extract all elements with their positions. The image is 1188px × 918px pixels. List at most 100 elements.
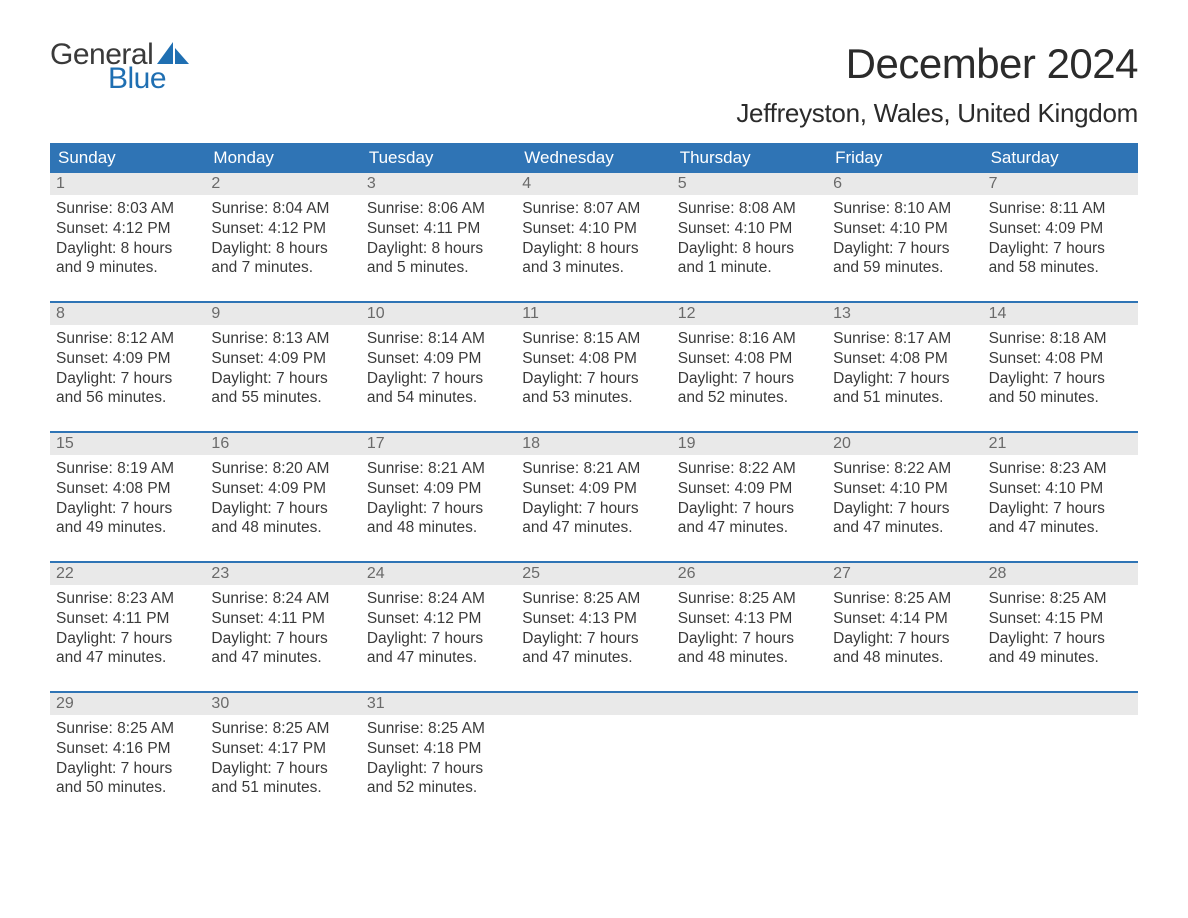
calendar-cell: 31Sunrise: 8:25 AMSunset: 4:18 PMDayligh… bbox=[361, 693, 516, 821]
cell-line-d2: and 48 minutes. bbox=[678, 648, 821, 668]
cell-line-sunset: Sunset: 4:10 PM bbox=[833, 479, 976, 499]
cell-line-d1: Daylight: 7 hours bbox=[989, 369, 1132, 389]
day-number: 18 bbox=[516, 433, 671, 455]
cell-line-d2: and 5 minutes. bbox=[367, 258, 510, 278]
cell-body bbox=[672, 715, 827, 815]
cell-body: Sunrise: 8:21 AMSunset: 4:09 PMDaylight:… bbox=[361, 455, 516, 548]
cell-body: Sunrise: 8:24 AMSunset: 4:11 PMDaylight:… bbox=[205, 585, 360, 678]
calendar-cell: 3Sunrise: 8:06 AMSunset: 4:11 PMDaylight… bbox=[361, 173, 516, 301]
cell-line-d2: and 47 minutes. bbox=[522, 648, 665, 668]
day-number: 31 bbox=[361, 693, 516, 715]
day-number: 7 bbox=[983, 173, 1138, 195]
cell-line-sunset: Sunset: 4:10 PM bbox=[522, 219, 665, 239]
cell-line-sunrise: Sunrise: 8:21 AM bbox=[367, 459, 510, 479]
cell-line-sunrise: Sunrise: 8:21 AM bbox=[522, 459, 665, 479]
cell-line-sunset: Sunset: 4:11 PM bbox=[211, 609, 354, 629]
calendar-week: 8Sunrise: 8:12 AMSunset: 4:09 PMDaylight… bbox=[50, 301, 1138, 431]
cell-body: Sunrise: 8:17 AMSunset: 4:08 PMDaylight:… bbox=[827, 325, 982, 418]
cell-line-sunrise: Sunrise: 8:22 AM bbox=[678, 459, 821, 479]
cell-body: Sunrise: 8:08 AMSunset: 4:10 PMDaylight:… bbox=[672, 195, 827, 288]
calendar-cell: 6Sunrise: 8:10 AMSunset: 4:10 PMDaylight… bbox=[827, 173, 982, 301]
cell-line-d2: and 54 minutes. bbox=[367, 388, 510, 408]
calendar-cell: 29Sunrise: 8:25 AMSunset: 4:16 PMDayligh… bbox=[50, 693, 205, 821]
cell-body: Sunrise: 8:04 AMSunset: 4:12 PMDaylight:… bbox=[205, 195, 360, 288]
calendar-cell: 27Sunrise: 8:25 AMSunset: 4:14 PMDayligh… bbox=[827, 563, 982, 691]
calendar-cell: 9Sunrise: 8:13 AMSunset: 4:09 PMDaylight… bbox=[205, 303, 360, 431]
day-header-cell: Saturday bbox=[983, 143, 1138, 173]
cell-line-sunset: Sunset: 4:09 PM bbox=[211, 479, 354, 499]
cell-body: Sunrise: 8:22 AMSunset: 4:09 PMDaylight:… bbox=[672, 455, 827, 548]
cell-line-d2: and 56 minutes. bbox=[56, 388, 199, 408]
cell-line-sunrise: Sunrise: 8:19 AM bbox=[56, 459, 199, 479]
calendar: Sunday Monday Tuesday Wednesday Thursday… bbox=[50, 143, 1138, 821]
day-number: 26 bbox=[672, 563, 827, 585]
cell-line-sunset: Sunset: 4:14 PM bbox=[833, 609, 976, 629]
day-number: 16 bbox=[205, 433, 360, 455]
cell-line-sunset: Sunset: 4:11 PM bbox=[367, 219, 510, 239]
day-header-cell: Thursday bbox=[672, 143, 827, 173]
cell-body: Sunrise: 8:23 AMSunset: 4:10 PMDaylight:… bbox=[983, 455, 1138, 548]
cell-line-sunrise: Sunrise: 8:12 AM bbox=[56, 329, 199, 349]
calendar-cell: 28Sunrise: 8:25 AMSunset: 4:15 PMDayligh… bbox=[983, 563, 1138, 691]
cell-line-d1: Daylight: 7 hours bbox=[989, 239, 1132, 259]
cell-line-d2: and 47 minutes. bbox=[522, 518, 665, 538]
cell-line-d1: Daylight: 7 hours bbox=[211, 629, 354, 649]
cell-line-d1: Daylight: 7 hours bbox=[522, 629, 665, 649]
location-subtitle: Jeffreyston, Wales, United Kingdom bbox=[736, 98, 1138, 129]
cell-line-d2: and 50 minutes. bbox=[989, 388, 1132, 408]
logo: General Blue bbox=[50, 40, 191, 94]
day-number: 27 bbox=[827, 563, 982, 585]
cell-line-sunset: Sunset: 4:17 PM bbox=[211, 739, 354, 759]
day-number: 30 bbox=[205, 693, 360, 715]
calendar-week: 15Sunrise: 8:19 AMSunset: 4:08 PMDayligh… bbox=[50, 431, 1138, 561]
cell-line-d1: Daylight: 7 hours bbox=[678, 629, 821, 649]
cell-line-sunrise: Sunrise: 8:25 AM bbox=[678, 589, 821, 609]
cell-line-d1: Daylight: 7 hours bbox=[367, 629, 510, 649]
cell-line-d1: Daylight: 7 hours bbox=[678, 369, 821, 389]
cell-body: Sunrise: 8:25 AMSunset: 4:13 PMDaylight:… bbox=[516, 585, 671, 678]
cell-line-d1: Daylight: 7 hours bbox=[211, 369, 354, 389]
cell-line-d2: and 59 minutes. bbox=[833, 258, 976, 278]
cell-line-sunset: Sunset: 4:08 PM bbox=[833, 349, 976, 369]
cell-line-sunset: Sunset: 4:08 PM bbox=[678, 349, 821, 369]
day-number: 19 bbox=[672, 433, 827, 455]
cell-line-d2: and 9 minutes. bbox=[56, 258, 199, 278]
cell-line-d2: and 51 minutes. bbox=[833, 388, 976, 408]
cell-line-d2: and 47 minutes. bbox=[989, 518, 1132, 538]
calendar-cell: 19Sunrise: 8:22 AMSunset: 4:09 PMDayligh… bbox=[672, 433, 827, 561]
cell-line-d1: Daylight: 7 hours bbox=[367, 499, 510, 519]
cell-line-d1: Daylight: 7 hours bbox=[367, 759, 510, 779]
cell-line-d1: Daylight: 8 hours bbox=[522, 239, 665, 259]
cell-line-d1: Daylight: 7 hours bbox=[211, 759, 354, 779]
cell-line-sunrise: Sunrise: 8:24 AM bbox=[211, 589, 354, 609]
day-number: 17 bbox=[361, 433, 516, 455]
cell-line-d2: and 50 minutes. bbox=[56, 778, 199, 798]
cell-line-sunrise: Sunrise: 8:20 AM bbox=[211, 459, 354, 479]
cell-body: Sunrise: 8:15 AMSunset: 4:08 PMDaylight:… bbox=[516, 325, 671, 418]
cell-body: Sunrise: 8:25 AMSunset: 4:14 PMDaylight:… bbox=[827, 585, 982, 678]
cell-line-sunset: Sunset: 4:08 PM bbox=[989, 349, 1132, 369]
day-header-cell: Tuesday bbox=[361, 143, 516, 173]
cell-line-d2: and 48 minutes. bbox=[211, 518, 354, 538]
cell-line-sunrise: Sunrise: 8:23 AM bbox=[56, 589, 199, 609]
day-header-cell: Monday bbox=[205, 143, 360, 173]
calendar-cell: 4Sunrise: 8:07 AMSunset: 4:10 PMDaylight… bbox=[516, 173, 671, 301]
cell-line-d2: and 1 minute. bbox=[678, 258, 821, 278]
calendar-cell: 15Sunrise: 8:19 AMSunset: 4:08 PMDayligh… bbox=[50, 433, 205, 561]
day-number bbox=[516, 693, 671, 715]
cell-line-d1: Daylight: 8 hours bbox=[56, 239, 199, 259]
logo-text-blue: Blue bbox=[108, 64, 191, 94]
cell-line-d1: Daylight: 7 hours bbox=[56, 759, 199, 779]
cell-line-sunrise: Sunrise: 8:15 AM bbox=[522, 329, 665, 349]
calendar-cell: 25Sunrise: 8:25 AMSunset: 4:13 PMDayligh… bbox=[516, 563, 671, 691]
cell-line-sunrise: Sunrise: 8:07 AM bbox=[522, 199, 665, 219]
cell-body: Sunrise: 8:06 AMSunset: 4:11 PMDaylight:… bbox=[361, 195, 516, 288]
cell-body: Sunrise: 8:25 AMSunset: 4:17 PMDaylight:… bbox=[205, 715, 360, 808]
cell-line-d1: Daylight: 7 hours bbox=[678, 499, 821, 519]
cell-line-d1: Daylight: 7 hours bbox=[56, 629, 199, 649]
cell-line-sunrise: Sunrise: 8:10 AM bbox=[833, 199, 976, 219]
cell-line-sunrise: Sunrise: 8:16 AM bbox=[678, 329, 821, 349]
cell-body: Sunrise: 8:21 AMSunset: 4:09 PMDaylight:… bbox=[516, 455, 671, 548]
cell-line-sunset: Sunset: 4:15 PM bbox=[989, 609, 1132, 629]
calendar-week: 29Sunrise: 8:25 AMSunset: 4:16 PMDayligh… bbox=[50, 691, 1138, 821]
